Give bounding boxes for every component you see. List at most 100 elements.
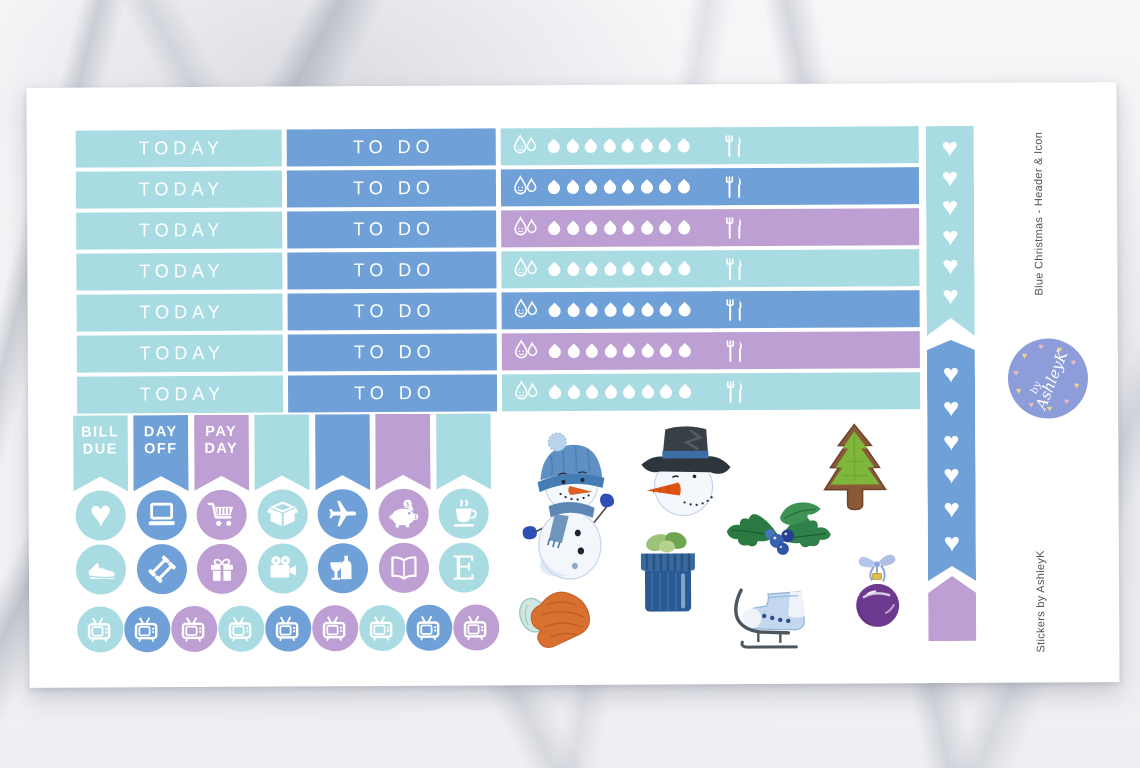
- heart-checkbox-icon: ♥: [943, 494, 961, 524]
- droplet-icon: [600, 178, 618, 196]
- christmas-tree-cookie-illustration: [823, 423, 887, 511]
- droplet-icon: [656, 219, 674, 237]
- tv-icon: [273, 613, 303, 643]
- droplet-icon: [601, 219, 619, 237]
- droplet-icon: [657, 342, 675, 360]
- hydrate-tracker-sticker: [501, 209, 721, 248]
- letter-e-icon: E: [451, 548, 477, 588]
- droplet-icon: [563, 138, 581, 155]
- flag-sticker-blank: [375, 414, 430, 490]
- icon-circle-sneaker: [75, 544, 127, 595]
- icon-circle-video-camera: [257, 543, 308, 594]
- today-label: TODAY: [139, 383, 226, 405]
- droplet-icon: [656, 260, 674, 278]
- droplet-icon: [563, 179, 581, 196]
- flag-label: BILL: [81, 424, 120, 441]
- icon-circle-letter-e: E: [438, 542, 490, 593]
- today-header-sticker: TODAY: [76, 375, 284, 414]
- gift-icon: [206, 553, 238, 585]
- todo-label: TO DO: [353, 177, 435, 199]
- heart-checkbox-icon: ♥: [942, 426, 960, 456]
- droplet-icon: [675, 219, 693, 237]
- logo-heart-icon: ♥: [1013, 367, 1019, 378]
- droplet-icon: [638, 260, 656, 278]
- logo-heart-icon: ♥: [1056, 344, 1063, 355]
- water-drops-smiley-icon: [512, 215, 539, 242]
- flag-sticker-blank: [254, 414, 309, 490]
- open-box-icon: [266, 498, 298, 530]
- heart-checkbox-icon: ♥: [941, 251, 959, 281]
- bauble-ornament-illustration: [856, 554, 900, 627]
- flag-label: DAY: [143, 424, 178, 441]
- fork-knife-icon: [722, 338, 748, 364]
- icon-circle-tv: [264, 605, 311, 652]
- heart-checklist-flag-blue: ♥ ♥ ♥ ♥ ♥ ♥: [927, 340, 976, 581]
- tv-icon: [367, 613, 397, 643]
- droplet-icon: [583, 342, 601, 360]
- water-drops-smiley-icon: [513, 297, 540, 324]
- water-droplets: [546, 342, 693, 361]
- water-droplets: [545, 137, 692, 156]
- droplet-icon: [545, 179, 563, 197]
- droplet-icon: [601, 260, 619, 278]
- icon-circle-tv: [123, 606, 170, 653]
- heart-checkbox-icon: ♥: [941, 133, 959, 162]
- droplet-icon: [545, 261, 563, 279]
- holly-berries-illustration: [726, 502, 831, 555]
- flag-label: DAY: [204, 440, 239, 457]
- flag-sticker-blank: [315, 414, 370, 490]
- today-label: TODAY: [139, 342, 226, 364]
- hydrate-tracker-sticker: [500, 127, 720, 166]
- droplet-icon: [583, 301, 601, 319]
- droplet-icon: [582, 219, 600, 237]
- droplet-icon: [546, 384, 564, 402]
- water-drops-smiley-icon: [512, 174, 539, 201]
- logo-heart-icon: ♥: [1073, 380, 1080, 391]
- tv-icon: [132, 614, 162, 644]
- product-title-side-label: Blue Christmas - Header & Icon: [1032, 131, 1046, 296]
- droplet-icon: [620, 342, 638, 360]
- water-droplets: [545, 260, 693, 279]
- icon-circle-open-box: [257, 489, 308, 540]
- droplet-icon: [656, 178, 674, 196]
- fork-knife-icon: [721, 256, 747, 282]
- heart-checkbox-icon: ♥: [941, 222, 959, 251]
- today-header-sticker: TODAY: [76, 252, 283, 291]
- today-label: TODAY: [138, 178, 225, 200]
- water-droplets: [546, 301, 693, 320]
- droplet-icon: [564, 220, 582, 237]
- todo-header-sticker: TO DO: [287, 374, 498, 413]
- mitten-illustration: [519, 591, 590, 648]
- heart-checkbox-icon: ♥: [943, 528, 961, 557]
- droplet-icon: [565, 384, 583, 401]
- todo-header-sticker: TO DO: [287, 333, 497, 372]
- todo-label: TO DO: [352, 136, 435, 158]
- droplet-icon: [675, 301, 693, 319]
- droplet-icon: [638, 342, 656, 360]
- today-label: TODAY: [139, 260, 225, 282]
- todo-header-sticker: TO DO: [286, 169, 497, 208]
- meal-tracker-sticker: [712, 167, 920, 206]
- icon-circle-tv: [452, 604, 499, 651]
- icon-circle-wine: [317, 543, 369, 594]
- meal-tracker-sticker: [713, 331, 920, 370]
- laptop-icon: [145, 499, 177, 531]
- droplet-icon: [639, 383, 657, 401]
- meal-tracker-sticker: [713, 208, 920, 247]
- flag-label: PAY: [205, 423, 238, 440]
- hydrate-tracker-sticker: [501, 332, 721, 371]
- ice-skate-illustration: [734, 588, 806, 649]
- piggy-bank-icon: [387, 498, 419, 530]
- icon-circle-laptop: [136, 490, 187, 541]
- heart-checkbox-icon: ♥: [942, 393, 960, 422]
- shop-name-side-label: Stickers by AshleyK: [1034, 550, 1048, 653]
- icon-circle-gift: [196, 543, 248, 594]
- icon-circle-tv: [217, 605, 264, 652]
- flag-sticker-bill-due: BILL DUE: [73, 415, 128, 491]
- icon-circle-heart: ♥: [75, 490, 126, 541]
- today-header-sticker: TODAY: [76, 334, 283, 373]
- icon-circle-tv: [311, 605, 358, 652]
- icon-circle-piggy-bank: [378, 488, 429, 540]
- droplet-icon: [601, 342, 619, 360]
- tv-icon: [414, 613, 444, 643]
